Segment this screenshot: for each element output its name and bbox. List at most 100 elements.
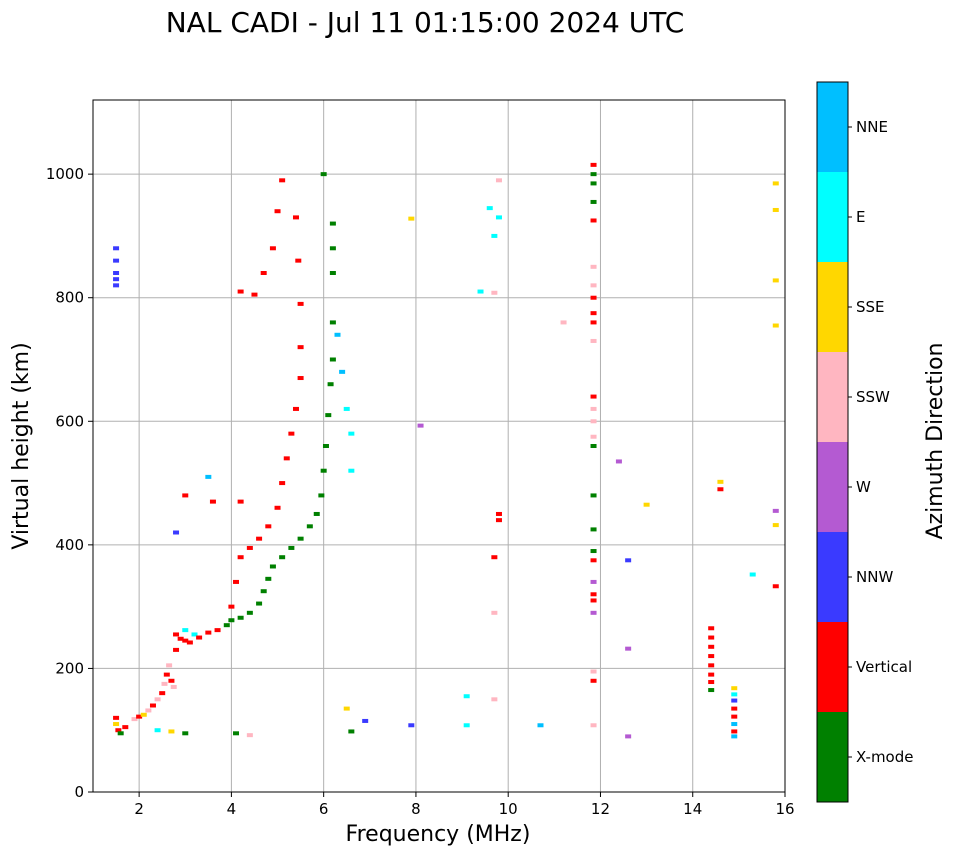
data-point-vertical (274, 209, 281, 214)
data-point-sse (717, 479, 724, 484)
y-tick-label: 800 (55, 289, 84, 307)
data-point-xmode (327, 382, 334, 387)
grid-lines (93, 100, 786, 793)
data-point-nnw (625, 558, 632, 563)
data-point-ssw (161, 681, 168, 686)
data-point-vertical (297, 345, 304, 350)
data-point-e (491, 233, 498, 238)
data-point-vertical (495, 511, 502, 516)
data-point-vertical (233, 579, 240, 584)
data-point-e (348, 468, 355, 473)
data-point-vertical (491, 555, 498, 560)
data-point-e (495, 215, 502, 220)
data-point-ssw (491, 697, 498, 702)
data-point-e (463, 694, 470, 699)
data-point-xmode (318, 493, 325, 498)
data-point-xmode (233, 731, 240, 736)
x-tick-label: 4 (227, 800, 237, 818)
data-point-e (182, 628, 189, 633)
data-point-w (590, 579, 597, 584)
data-point-sse (772, 207, 779, 212)
data-point-ssw (590, 669, 597, 674)
data-point-e (348, 431, 355, 436)
data-point-nne (731, 734, 738, 739)
data-point-ssw (170, 684, 177, 689)
data-point-nnw (113, 258, 120, 263)
data-point-vertical (288, 431, 295, 436)
data-point-vertical (237, 555, 244, 560)
colorbar-label: NNE (856, 118, 888, 136)
colorbar: X-mode Vertical NNW W SSW SSE E NNE (816, 81, 913, 803)
chart-title: NAL CADI - Jul 11 01:15:00 2024 UTC (166, 6, 685, 39)
data-point-nnw (731, 698, 738, 703)
data-point-vertical (292, 215, 299, 220)
data-point-ssw (145, 708, 152, 713)
colorbar-frame (816, 81, 849, 803)
data-point-xmode (320, 172, 327, 177)
data-point-vertical (269, 246, 276, 251)
colorbar-label: X-mode (856, 748, 913, 766)
data-point-vertical (590, 592, 597, 597)
data-point-vertical (228, 604, 235, 609)
data-point-vertical (173, 647, 180, 652)
data-point-xmode (590, 181, 597, 186)
data-point-vertical (237, 499, 244, 504)
data-point-xmode (228, 618, 235, 623)
data-point-vertical (246, 545, 253, 550)
data-point-ssw (560, 320, 567, 325)
data-point-ssw (590, 419, 597, 424)
x-tick-label: 16 (775, 800, 794, 818)
data-point-ssw (491, 610, 498, 615)
data-point-w (772, 508, 779, 513)
x-tick-label: 10 (499, 800, 518, 818)
data-point-sse (731, 686, 738, 691)
data-point-nne (731, 722, 738, 727)
data-point-sse (643, 502, 650, 507)
data-point-ssw (590, 338, 597, 343)
data-point-w (615, 459, 622, 464)
data-point-vertical (708, 654, 715, 659)
data-point-xmode (590, 493, 597, 498)
data-point-ssw (131, 717, 138, 722)
data-point-sse (772, 323, 779, 328)
data-point-xmode (117, 731, 124, 736)
data-point-vertical (590, 218, 597, 223)
y-tick-label: 200 (55, 659, 84, 677)
data-point-vertical (274, 505, 281, 510)
data-point-vertical (292, 406, 299, 411)
colorbar-label: W (856, 478, 871, 496)
data-point-vertical (708, 663, 715, 668)
data-point-vertical (260, 271, 267, 275)
data-point-xmode (313, 511, 320, 516)
data-point-sse (772, 278, 779, 283)
data-point-vertical (182, 493, 189, 498)
data-point-xmode (325, 413, 332, 418)
data-point-vertical (168, 678, 175, 683)
y-axis-ticks: 0 200 400 600 800 1000 (46, 165, 93, 801)
colorbar-swatch-vertical (817, 622, 848, 712)
data-point-ssw (590, 283, 597, 288)
data-point-xmode (237, 615, 244, 620)
data-point-nnw (173, 530, 180, 535)
x-tick-label: 14 (683, 800, 702, 818)
data-point-sse (772, 523, 779, 528)
data-point-ssw (166, 663, 173, 668)
data-point-xmode (246, 610, 253, 615)
x-axis-label: Frequency (MHz) (346, 822, 531, 847)
data-point-xmode (590, 549, 597, 554)
data-point-vertical (772, 584, 779, 589)
data-point-vertical (113, 715, 120, 720)
data-point-xmode (288, 545, 295, 550)
data-point-e (191, 632, 198, 637)
data-point-vertical (731, 714, 738, 719)
data-point-e (343, 406, 350, 411)
data-point-vertical (265, 524, 272, 529)
data-point-vertical (251, 292, 258, 297)
data-point-vertical (590, 558, 597, 563)
data-point-vertical (590, 598, 597, 603)
data-point-vertical (136, 714, 143, 719)
data-point-vertical (708, 672, 715, 677)
data-point-ssw (590, 434, 597, 439)
data-point-nne (339, 369, 346, 374)
